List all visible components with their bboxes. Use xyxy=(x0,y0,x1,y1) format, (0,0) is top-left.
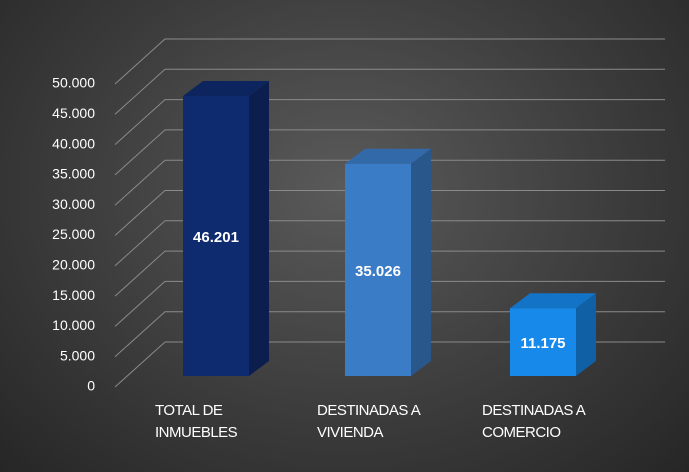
grid-line xyxy=(114,159,665,206)
y-tick-label: 40.000 xyxy=(52,135,95,151)
y-tick-label: 15.000 xyxy=(52,287,95,303)
y-tick-label: 50.000 xyxy=(52,75,95,91)
grid-line xyxy=(114,99,665,145)
grid-line xyxy=(114,68,665,115)
bar xyxy=(510,293,596,376)
value-label: 11.175 xyxy=(520,335,565,352)
y-tick-label: 25.000 xyxy=(52,226,95,242)
bar-top xyxy=(183,81,269,97)
bar-front xyxy=(345,163,411,376)
grid-line xyxy=(114,38,665,85)
grid-line xyxy=(114,190,665,236)
x-tick-label: DESTINADAS A VIVIENDA xyxy=(317,402,421,441)
bar xyxy=(345,148,431,376)
y-tick-label: 20.000 xyxy=(52,257,95,273)
bar-front xyxy=(510,308,576,376)
bar-side xyxy=(249,81,269,376)
bar-side xyxy=(576,293,596,376)
y-tick-label: 0 xyxy=(87,378,95,394)
x-tick-label: DESTINADAS A COMERCIO xyxy=(482,402,586,441)
grid-line xyxy=(114,311,665,358)
bar-front xyxy=(183,96,249,376)
y-tick-label: 5.000 xyxy=(60,347,95,363)
value-label: 35.026 xyxy=(355,263,401,280)
value-label: 46.201 xyxy=(193,229,239,246)
bar-top xyxy=(345,148,431,164)
grid-line xyxy=(114,129,665,176)
y-tick-label: 10.000 xyxy=(52,317,95,333)
grid-line xyxy=(114,250,665,297)
bar-top xyxy=(510,293,596,309)
y-tick-label: 35.000 xyxy=(52,166,95,182)
y-tick-label: 30.000 xyxy=(52,196,95,212)
y-tick-label: 45.000 xyxy=(52,105,95,121)
grid-line xyxy=(114,341,665,388)
x-tick-label: TOTAL DE INMUEBLES xyxy=(155,402,238,441)
grid-line xyxy=(114,220,665,267)
grid-line xyxy=(114,280,665,327)
bar xyxy=(183,81,269,376)
bar-side xyxy=(411,148,431,376)
